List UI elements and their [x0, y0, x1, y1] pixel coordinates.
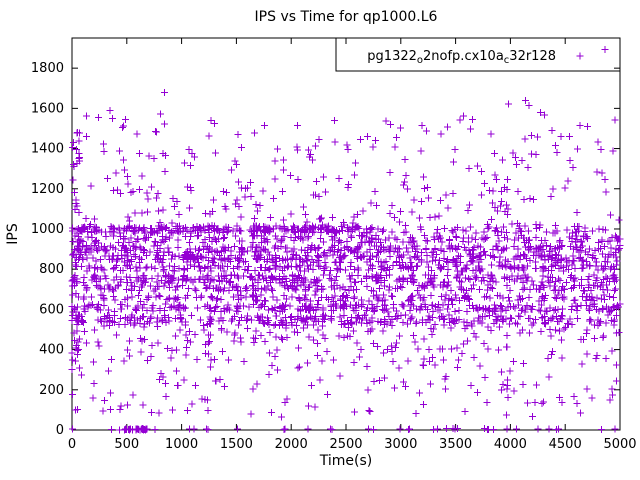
x-tick-label: 1500 — [220, 437, 253, 452]
legend-subscript: c — [504, 55, 510, 66]
x-tick-label: 3500 — [439, 437, 472, 452]
x-axis-label: Time(s) — [319, 453, 372, 469]
data-points-layer — [68, 46, 624, 434]
axes: 0 500 1000 1500 2000 2500 3000 3500 4000 4500 5000… — [31, 37, 637, 452]
x-tick-label: 4500 — [549, 437, 582, 452]
x-tick-label: 4000 — [494, 437, 527, 452]
scatter-points — [68, 46, 624, 434]
x-tick-label: 2000 — [275, 437, 308, 452]
x-tick-label: 5000 — [603, 437, 636, 452]
legend-label: pg1322o2nofp.cx10ac32r128 — [367, 49, 556, 66]
x-tick-label: 500 — [114, 437, 139, 452]
x-tick-label: 3000 — [384, 437, 417, 452]
legend: pg1322o2nofp.cx10ac32r128 — [335, 37, 621, 72]
y-tick-label: 400 — [39, 343, 64, 358]
y-tick-label: 600 — [39, 302, 64, 317]
legend-subscript: o — [417, 55, 423, 66]
y-tick-label: 1600 — [31, 101, 64, 116]
x-tick-label: 2500 — [329, 437, 362, 452]
y-tick-label: 800 — [39, 262, 64, 277]
x-tick-label: 1000 — [165, 437, 198, 452]
legend-box — [335, 37, 621, 72]
y-tick-label: 1400 — [31, 142, 64, 157]
y-tick-label: 1000 — [31, 222, 64, 237]
y-axis-label: IPS — [5, 223, 21, 245]
x-tick-label: 0 — [68, 437, 76, 452]
y-tick-label: 200 — [39, 383, 64, 398]
chart-title: IPS vs Time for qp1000.L6 — [255, 9, 438, 25]
y-tick-label: 1200 — [31, 182, 64, 197]
y-tick-label: 1800 — [31, 61, 64, 76]
y-tick-label: 0 — [56, 423, 64, 438]
legend-sample-marker — [576, 52, 584, 60]
